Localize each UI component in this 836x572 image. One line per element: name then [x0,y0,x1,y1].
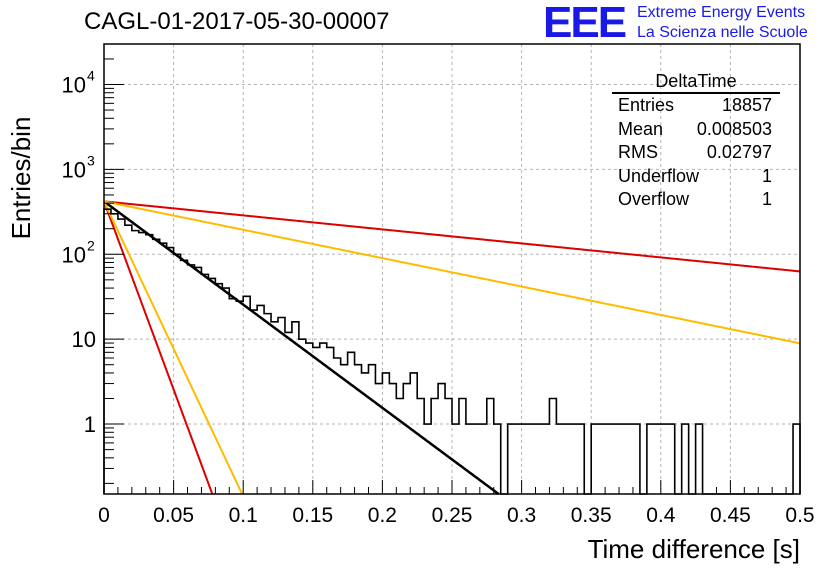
x-tick-label: 0.5 [785,504,814,527]
fit-curve [103,200,244,495]
stats-row-underflow: Underflow 1 [612,165,780,189]
y-tick-exponent: 4 [87,68,95,84]
x-tick-label: 0.15 [292,504,333,527]
fit-curve [103,201,214,495]
stats-key: Overflow [618,189,690,209]
stats-row-rms: RMS 0.02797 [612,141,780,165]
y-tick-label: 1 [84,412,96,437]
stats-box: DeltaTime Entries 18857 Mean 0.008503 RM… [612,70,780,212]
axis-ticks [103,43,801,494]
x-tick-labels: 0 0.05 0.1 0.15 0.2 0.25 0.3 0.35 0.4 0.45 0.5 [98,504,814,527]
x-tick-label: 0.2 [368,504,397,527]
stats-value: 0.008503 [696,118,772,139]
stats-key: Entries [618,95,675,115]
x-tick-label: 0.4 [646,504,676,527]
x-tick-label: 0.05 [153,504,194,527]
y-tick-exponent: 3 [87,152,95,168]
y-tick-label: 10 [72,327,96,352]
stats-value: 1 [761,165,772,186]
logo-text-line-2: La Scienza nelle Scuole [637,24,808,41]
stats-title: DeltaTime [612,70,780,94]
x-tick-label: 0.45 [710,504,751,527]
stats-value: 0.02797 [706,142,772,162]
y-tick-label: 10 [62,242,86,267]
fit-curve [103,200,500,496]
y-tick-exponent: 2 [87,237,95,253]
stats-row-mean: Mean 0.008503 [612,118,780,142]
histogram-outline [103,208,801,495]
x-tick-label: 0.25 [432,504,473,527]
stats-key: Mean [618,118,664,139]
x-tick-label: 0.35 [571,504,612,527]
fit-curves [103,200,801,496]
x-tick-label: 0.1 [229,504,258,527]
run-title: CAGL-01-2017-05-30-00007 [84,8,390,35]
fit-curve [103,200,801,345]
y-axis-label: Entries/bin [6,117,36,240]
x-tick-label: 0.3 [507,504,536,527]
fit-curve [103,200,801,273]
stats-key: Underflow [618,165,700,186]
x-tick-label: 0 [98,504,110,527]
logo-text-line-1: Extreme Energy Events [637,4,806,21]
grid [104,44,800,494]
x-axis-label: Time difference [s] [588,534,800,564]
stats-key: RMS [618,142,658,162]
stats-row-entries: Entries 18857 [612,94,780,118]
stats-value: 18857 [721,95,772,115]
y-tick-label: 10 [62,73,86,98]
stats-value: 1 [761,189,772,209]
histogram [103,208,801,495]
stats-row-overflow: Overflow 1 [612,188,780,212]
y-tick-label: 10 [62,157,86,182]
logo-mark: EEE [543,0,627,47]
